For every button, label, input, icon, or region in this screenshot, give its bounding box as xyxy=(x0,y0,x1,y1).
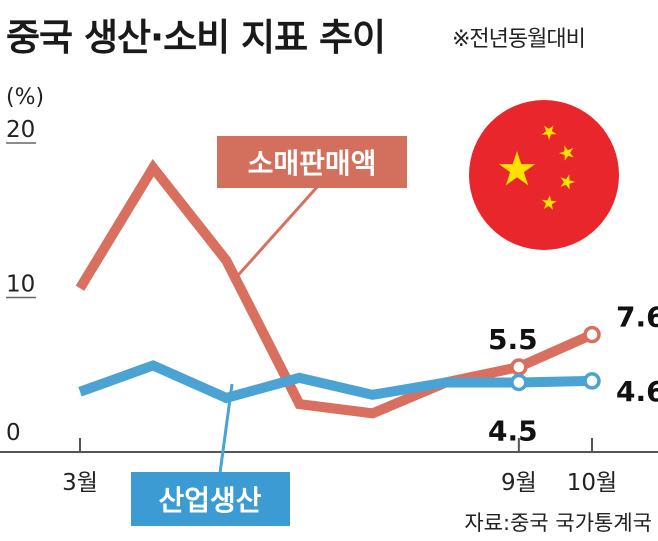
series-line-industrial xyxy=(78,360,593,404)
y-tick-label: 0 xyxy=(6,420,21,446)
data-label: 4.5 xyxy=(488,414,538,447)
industrial-series-name: 산업생산 xyxy=(158,484,261,517)
data-label-layer: 5.5 7.6 4.5 4.6 xyxy=(488,301,658,448)
data-point-marker xyxy=(583,325,601,344)
y-unit-label: (%) xyxy=(6,85,44,110)
x-tick-label: 9월 xyxy=(501,470,537,496)
data-label: 4.6 xyxy=(616,375,658,408)
chart-subtitle: ※전년동월대비 xyxy=(452,27,585,52)
y-tick-label: 20 xyxy=(6,117,35,143)
retail-series-label-box: 소매판매액 xyxy=(217,136,407,188)
x-axis: 3월 9월 10월 xyxy=(0,438,658,496)
series-layer xyxy=(75,158,595,419)
source-note: 자료:중국 국가통계국 xyxy=(464,511,652,535)
industrial-callout-leader xyxy=(216,383,234,489)
data-point-marker xyxy=(583,372,601,390)
retail-callout-leader xyxy=(230,184,320,284)
china-flag-icon xyxy=(469,100,619,250)
x-tick-label: 3월 xyxy=(62,470,98,496)
chart-title: 중국 생산·소비 지표 추이 xyxy=(6,16,385,59)
retail-series-name: 소매판매액 xyxy=(248,147,377,180)
industrial-series-label-box: 산업생산 xyxy=(131,472,290,526)
data-label: 5.5 xyxy=(488,323,538,356)
x-tick-label: 10월 xyxy=(567,470,617,496)
series-line-retail xyxy=(75,158,595,419)
y-axis: 0 10 20 xyxy=(6,117,36,446)
data-point-marker xyxy=(510,358,528,376)
data-label: 7.6 xyxy=(616,301,658,334)
y-tick-label: 10 xyxy=(6,272,35,298)
data-point-marker xyxy=(510,373,528,392)
